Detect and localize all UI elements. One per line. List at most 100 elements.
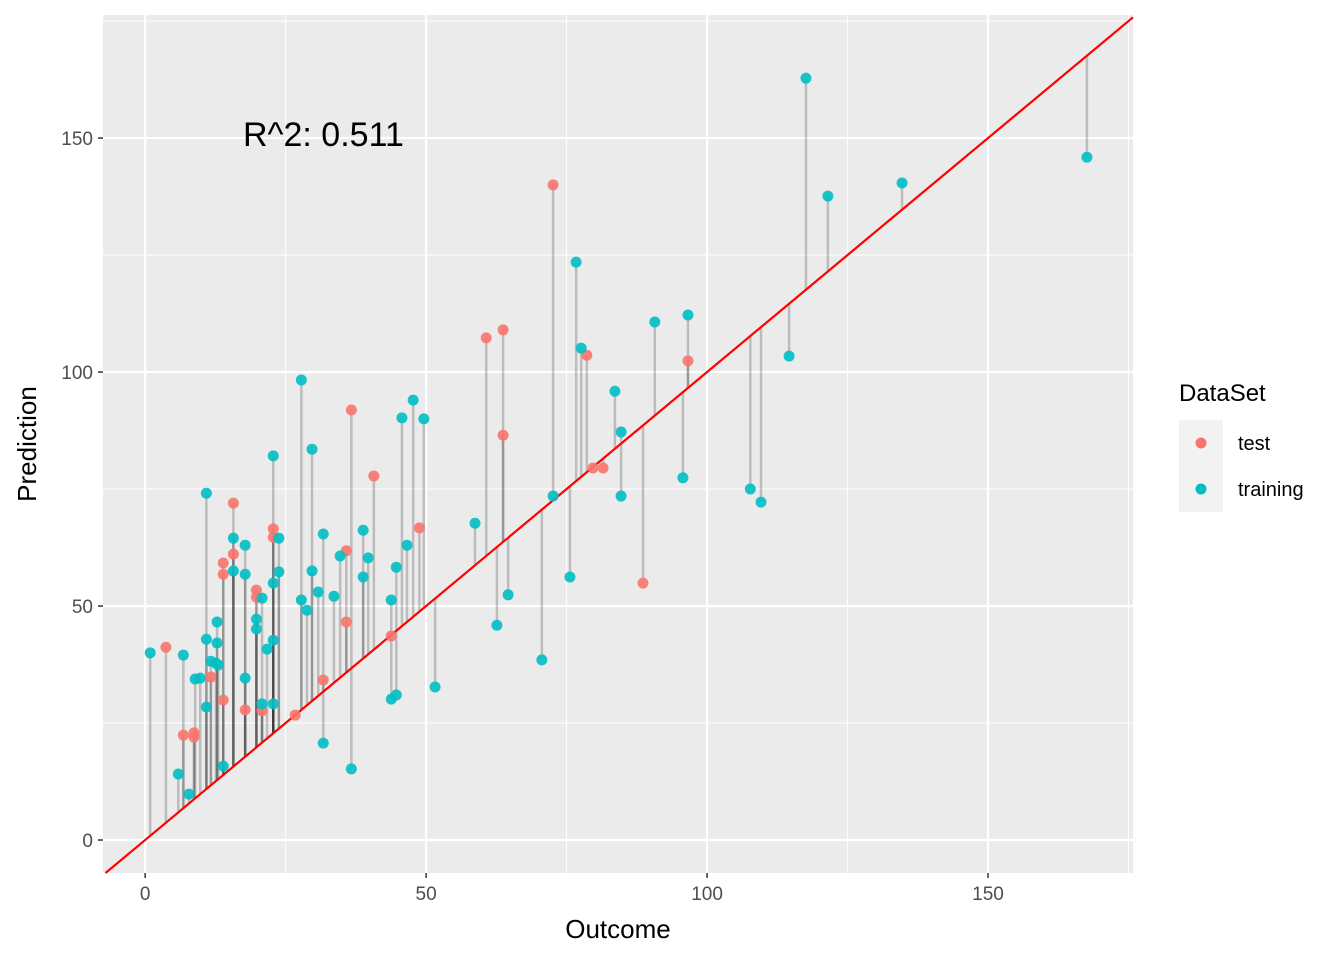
point-test [597,462,609,474]
point-training [396,412,408,424]
x-tick-label: 100 [691,884,723,905]
point-training [317,528,329,540]
point-training [547,490,559,502]
legend-label-training: training [1238,479,1304,501]
point-training [239,539,251,551]
point-training [172,768,184,780]
point-training [334,550,346,562]
point-test [497,324,509,336]
point-training [295,374,307,386]
point-training [183,788,195,800]
point-test [368,470,380,482]
point-training [301,604,313,616]
x-axis-label: Outcome [565,914,671,944]
point-training [755,496,767,508]
point-training [896,177,908,189]
point-training [357,524,369,536]
point-training [564,571,576,583]
point-test [188,731,200,743]
legend-marker-training [1195,483,1207,495]
point-test [267,523,279,535]
point-training [217,760,229,772]
point-test [289,709,301,721]
x-tick-label: 50 [416,884,437,905]
point-test [340,616,352,628]
point-training [211,637,223,649]
point-training [418,413,430,425]
point-training [407,394,419,406]
point-training [256,698,268,710]
point-test [217,694,229,706]
point-training [491,619,503,631]
legend-marker-test [1195,437,1207,449]
point-training [783,350,795,362]
point-test [637,577,649,589]
point-training [256,592,268,604]
point-training [615,426,627,438]
y-tick-label: 0 [82,831,93,852]
point-training [295,594,307,606]
point-training [570,256,582,268]
point-training [615,490,627,502]
point-training [306,565,318,577]
gridlines [103,15,1133,873]
point-training [227,565,239,577]
point-test [317,674,329,686]
point-training [390,561,402,573]
point-training [362,552,374,564]
y-tick-label: 100 [61,363,93,384]
plot-panel [103,15,1133,873]
point-training [273,532,285,544]
point-test [239,704,251,716]
legend-title: DataSet [1179,380,1266,407]
y-tick-label: 150 [61,129,93,150]
point-training [385,594,397,606]
y-axis-label: Prediction [12,386,42,502]
point-test [480,332,492,344]
point-training [469,517,481,529]
point-training [609,385,621,397]
point-training [536,654,548,666]
point-training [345,763,357,775]
point-training [357,571,369,583]
point-test [547,179,559,191]
x-tick-label: 150 [972,884,1004,905]
data-points [144,72,1093,800]
point-training [744,483,756,495]
point-training [575,342,587,354]
r2-annotation: R^2: 0.511 [243,116,404,154]
x-tick-label: 0 [140,884,151,905]
point-training [267,634,279,646]
point-training [200,633,212,645]
point-training [306,443,318,455]
point-training [177,649,189,661]
point-training [212,659,224,671]
point-test [160,641,172,653]
legend: DataSet test training [1179,380,1304,512]
point-training [267,450,279,462]
y-tick-label: 50 [72,597,93,618]
point-test [587,462,599,474]
point-training [682,309,694,321]
point-training [822,190,834,202]
point-training [200,487,212,499]
point-training [317,737,329,749]
point-training [200,701,212,713]
point-test [177,729,189,741]
point-test [682,355,694,367]
point-training [239,672,251,684]
point-test [217,568,229,580]
point-training [502,589,514,601]
point-training [273,566,285,578]
point-training [267,698,279,710]
point-test [385,630,397,642]
point-test [217,557,229,569]
point-training [250,623,262,635]
legend-label-test: test [1238,433,1271,455]
point-training [261,643,273,655]
point-training [429,681,441,693]
point-training [328,590,340,602]
axis-ticks: 0 50 100 150 0 50 100 150 [61,129,1004,905]
point-training [144,647,156,659]
